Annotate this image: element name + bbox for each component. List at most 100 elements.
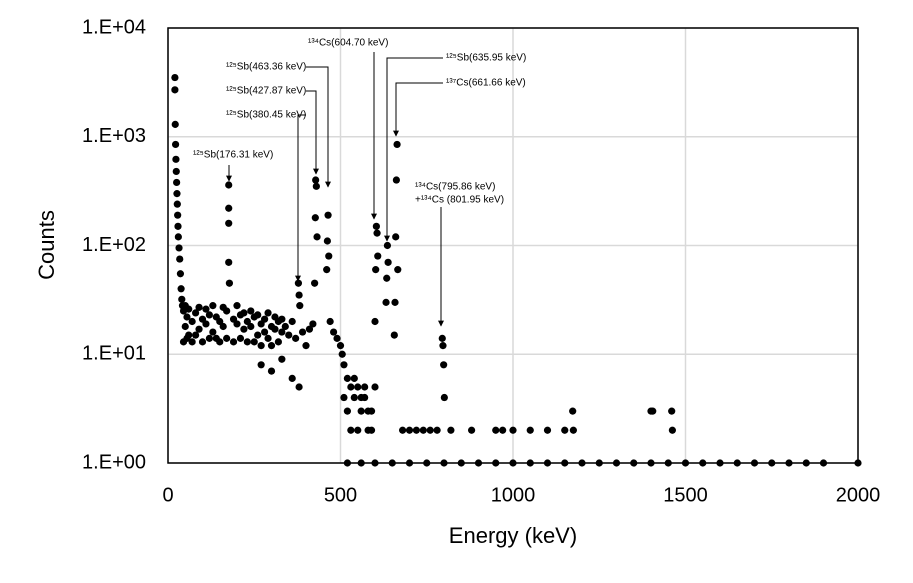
data-point [382,298,390,306]
annotation-label: ¹³⁷Cs(661.66 keV) [446,78,526,89]
data-point [399,426,407,434]
data-point [223,334,231,342]
data-point [295,291,303,299]
data-point [174,222,182,230]
data-point [371,383,379,391]
annotation-label: ¹²⁵Sb(427.87 keV) [226,86,306,97]
annotation-label: +¹³⁴Cs (801.95 keV) [415,195,504,206]
annotation-arrow [295,114,306,282]
data-point [195,303,203,311]
data-point [361,383,369,391]
data-point [219,303,227,311]
data-point [354,426,362,434]
data-point [311,279,319,287]
data-point [336,342,345,350]
x-tick-label: 500 [324,484,357,506]
data-point [225,279,234,287]
data-point [185,305,193,313]
data-point [509,426,517,434]
data-point [267,367,276,375]
data-point [257,361,265,369]
data-point [209,302,217,310]
annotation-arrow [393,82,443,137]
data-point [323,237,331,245]
data-point [343,374,351,382]
data-point [219,322,227,331]
data-point [295,383,303,391]
data-point [438,334,446,342]
data-point [225,181,233,189]
data-point [440,393,448,402]
data-point [285,331,293,339]
annotation-arrow [384,57,443,242]
y-tick-label: 1.E+03 [82,125,146,147]
data-point [205,334,213,342]
data-point [391,298,399,306]
plot-frame [167,27,859,464]
data-point [412,426,420,434]
data-point [372,222,380,230]
data-point [419,426,427,434]
data-point [174,233,182,241]
data-point [499,426,507,434]
data-point [333,334,341,342]
data-point [357,407,365,415]
data-point [323,266,331,274]
data-point [198,338,207,346]
x-tick-label: 0 [162,484,173,506]
data-point [569,426,577,434]
data-point [367,426,376,434]
data-point [278,328,286,336]
data-point [350,393,358,402]
data-point [236,334,245,342]
data-point [176,270,185,278]
data-point [225,258,233,266]
y-tick-label: 1.E+02 [82,234,146,256]
data-point [233,302,241,310]
data-point [668,426,676,434]
annotations: ¹²⁵Sb(176.31 keV) ¹²⁵Sb(380.45 keV) ¹²⁵Sb(… [193,38,526,327]
x-tick-label: 2000 [836,484,881,506]
data-point [176,255,184,263]
data-point [347,383,355,391]
data-point [292,334,300,342]
data-point [384,258,392,266]
data-point [192,331,200,339]
data-point [243,338,251,346]
data-point [267,342,276,350]
data-point [543,426,552,434]
data-point [183,313,191,321]
data-point [188,338,196,346]
data-point [357,393,365,402]
data-point [174,211,182,219]
data-point [340,393,348,402]
data-point [569,407,577,415]
data-point [257,342,265,350]
data-point [668,407,676,415]
data-point [171,86,179,94]
data-point [278,355,286,363]
data-point [202,320,210,328]
data-point [181,322,189,331]
data-point [247,307,255,315]
data-point [240,309,248,317]
data-point [281,322,289,331]
data-point [313,233,321,241]
data-point [171,120,179,128]
data-point [278,315,286,323]
data-point [175,244,183,252]
data-point [288,374,296,382]
annotation-label: ¹³⁴Cs(795.86 keV) [415,182,495,193]
data-point [205,311,213,319]
data-point [324,211,332,219]
data-point [649,407,657,415]
y-axis-label: Counts [34,210,59,280]
data-point [338,350,346,358]
points [171,73,862,467]
data-point [312,182,320,190]
data-point [393,140,401,149]
data-point [405,426,414,434]
data-point [177,285,185,293]
data-point [468,426,476,434]
data-point [264,309,272,317]
